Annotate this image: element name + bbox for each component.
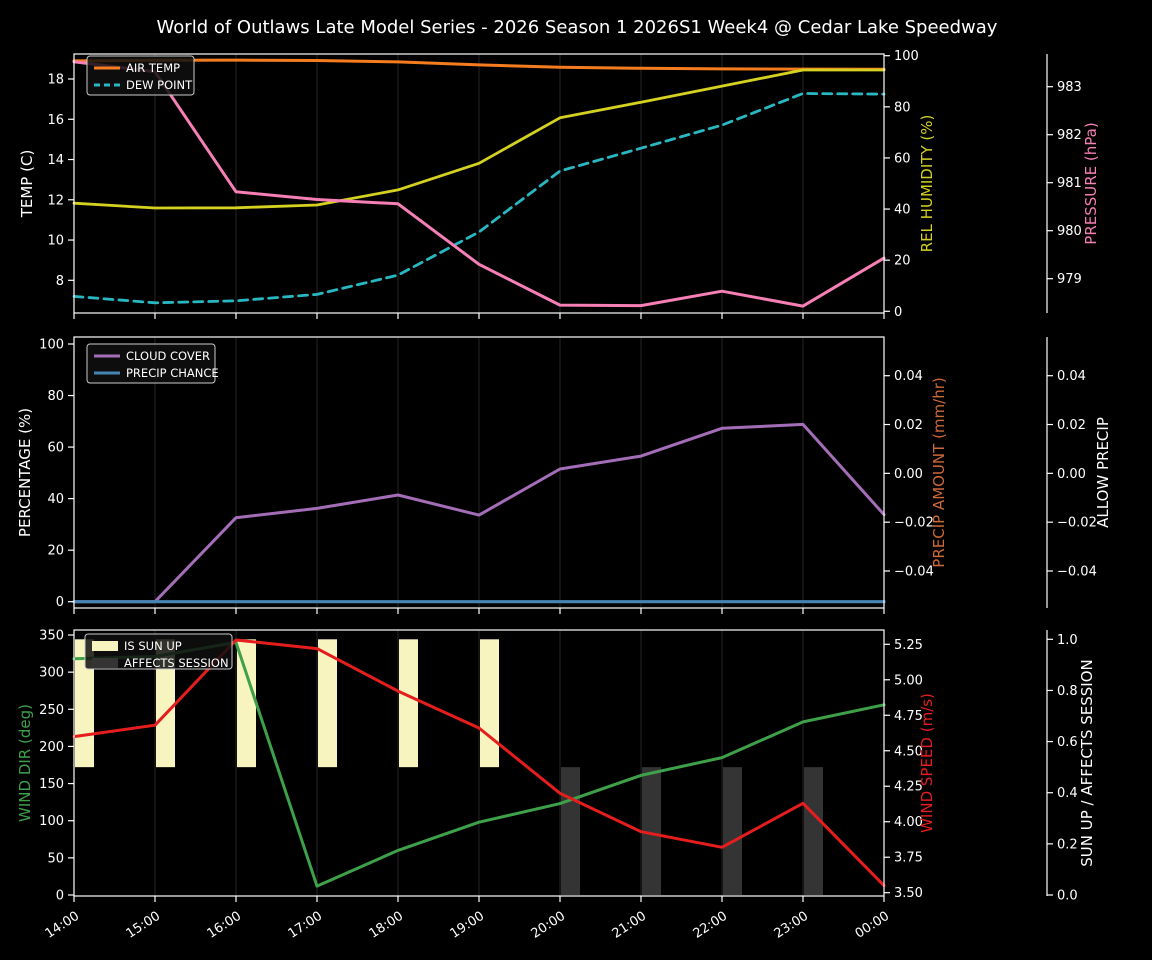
pressure-line bbox=[72, 60, 886, 308]
y-tick-label: 80 bbox=[47, 389, 64, 404]
legend-label: IS SUN UP bbox=[124, 639, 182, 653]
wind-speed-m-s-axis-label: WIND SPEED (m/s) bbox=[918, 693, 936, 833]
affects-session-bar bbox=[723, 767, 742, 895]
y-tick-label: 3.50 bbox=[894, 886, 923, 901]
y-tick-label: 250 bbox=[39, 703, 64, 718]
sun-up-affects-session-axis-label: SUN UP / AFFECTS SESSION bbox=[1078, 659, 1096, 867]
y-tick-label: −0.02 bbox=[1057, 516, 1097, 531]
affects-session-bar bbox=[642, 767, 661, 895]
is-sun-up-bar bbox=[156, 639, 175, 768]
y-tick-label: 100 bbox=[894, 49, 919, 64]
y-tick-label: 14 bbox=[47, 153, 64, 168]
is-sun-up-legend-swatch bbox=[92, 641, 118, 651]
y-tick-label: 981 bbox=[1057, 176, 1082, 191]
y-tick-label: 8 bbox=[56, 274, 64, 289]
y-tick-label: 200 bbox=[39, 740, 64, 755]
y-tick-label: 0.6 bbox=[1057, 735, 1078, 750]
legend-label: DEW POINT bbox=[126, 78, 193, 92]
panel-temperature-humidity-pressure: 18 16 14 12 10 8 100 80 60 40 20 0 983 982 981 980 979 TE… bbox=[18, 49, 1100, 320]
affects-session-legend-swatch bbox=[92, 658, 118, 668]
pressure-hpa-axis-label: PRESSURE (hPa) bbox=[1082, 122, 1100, 244]
y-tick-label: 12 bbox=[47, 193, 64, 208]
y-tick-label: 60 bbox=[894, 151, 911, 166]
y-tick-label: 0.04 bbox=[1057, 369, 1086, 384]
y-tick-label: 979 bbox=[1057, 272, 1082, 287]
legend-label: AFFECTS SESSION bbox=[124, 656, 229, 670]
y-tick-label: 300 bbox=[39, 666, 64, 681]
y-tick-label: 20 bbox=[47, 544, 64, 559]
y-tick-label: 0.02 bbox=[1057, 418, 1086, 433]
rel-humidity-line bbox=[72, 68, 886, 210]
is-sun-up-bar bbox=[480, 639, 499, 768]
y-tick-label: 4.25 bbox=[894, 780, 923, 795]
legend-box bbox=[84, 633, 233, 670]
dew-point-line bbox=[72, 92, 886, 305]
y-tick-label: 0 bbox=[894, 305, 902, 320]
allow-precip-axis-label: ALLOW PRECIP bbox=[1094, 417, 1112, 528]
y-tick-label: 0.04 bbox=[894, 369, 923, 384]
y-tick-label: 4.75 bbox=[894, 709, 923, 724]
y-tick-label: 5.25 bbox=[894, 638, 923, 653]
y-tick-label: 100 bbox=[39, 338, 64, 353]
legend-label: PRECIP CHANCE bbox=[126, 366, 219, 380]
y-tick-label: 0.00 bbox=[894, 467, 923, 482]
y-tick-label: −0.04 bbox=[1057, 565, 1097, 580]
y-tick-label: 50 bbox=[47, 851, 64, 866]
precip-amount-mm-hr-axis-label: PRECIP AMOUNT (mm/hr) bbox=[930, 377, 948, 567]
is-sun-up-bar bbox=[318, 639, 337, 768]
panel-cloud-precip: 100 80 60 40 20 0 0.04 0.02 0.00 −0.02 −0.04 0.04 0.… bbox=[16, 336, 1112, 614]
temp-c-axis-label: TEMP (C) bbox=[18, 150, 36, 219]
y-tick-label: 16 bbox=[47, 113, 64, 128]
y-tick-label: 983 bbox=[1057, 80, 1082, 95]
y-tick-label: 5.00 bbox=[894, 673, 923, 688]
y-tick-label: 0.2 bbox=[1057, 837, 1078, 852]
figure-title: World of Outlaws Late Model Series - 202… bbox=[157, 17, 998, 38]
chart-root: 18161412108100806040200983982981980979TE… bbox=[16, 49, 1112, 942]
y-tick-label: 980 bbox=[1057, 224, 1082, 239]
legend-label: AIR TEMP bbox=[126, 61, 180, 75]
y-tick-label: 150 bbox=[39, 777, 64, 792]
y-tick-label: 0.00 bbox=[1057, 467, 1086, 482]
is-sun-up-bar bbox=[237, 639, 256, 768]
percentage-axis-label: PERCENTAGE (%) bbox=[16, 408, 34, 537]
affects-session-bar bbox=[804, 767, 823, 895]
y-tick-label: 40 bbox=[894, 203, 911, 218]
legend-box bbox=[86, 55, 195, 96]
y-tick-label: 350 bbox=[39, 629, 64, 644]
y-tick-label: 0.0 bbox=[1057, 889, 1078, 904]
y-tick-label: 0 bbox=[56, 595, 64, 610]
y-tick-label: 100 bbox=[39, 814, 64, 829]
air-temp-line bbox=[72, 58, 886, 71]
is-sun-up-bar bbox=[399, 639, 418, 768]
wind-dir-deg-axis-label: WIND DIR (deg) bbox=[16, 704, 34, 822]
rel-humidity-axis-label: REL HUMIDITY (%) bbox=[918, 115, 936, 253]
y-tick-label: 4.50 bbox=[894, 744, 923, 759]
cloud-cover-line bbox=[72, 422, 886, 604]
y-tick-label: 4.00 bbox=[894, 815, 923, 830]
y-tick-label: 20 bbox=[894, 254, 911, 269]
y-tick-label: 18 bbox=[47, 73, 64, 88]
legend-label: CLOUD COVER bbox=[126, 349, 210, 363]
y-tick-label: 3.75 bbox=[894, 851, 923, 866]
y-tick-label: 0.02 bbox=[894, 418, 923, 433]
y-tick-label: 0.8 bbox=[1057, 684, 1078, 699]
y-tick-label: 982 bbox=[1057, 128, 1082, 143]
y-tick-label: 60 bbox=[47, 441, 64, 456]
y-tick-label: 0.4 bbox=[1057, 786, 1078, 801]
affects-session-bar bbox=[561, 767, 580, 895]
y-tick-label: 80 bbox=[894, 100, 911, 115]
y-tick-label: 0 bbox=[56, 889, 64, 904]
y-tick-label: −0.02 bbox=[894, 516, 934, 531]
y-tick-label: −0.04 bbox=[894, 565, 934, 580]
y-tick-label: 40 bbox=[47, 492, 64, 507]
y-tick-label: 1.0 bbox=[1057, 633, 1078, 648]
y-tick-label: 10 bbox=[47, 234, 64, 249]
